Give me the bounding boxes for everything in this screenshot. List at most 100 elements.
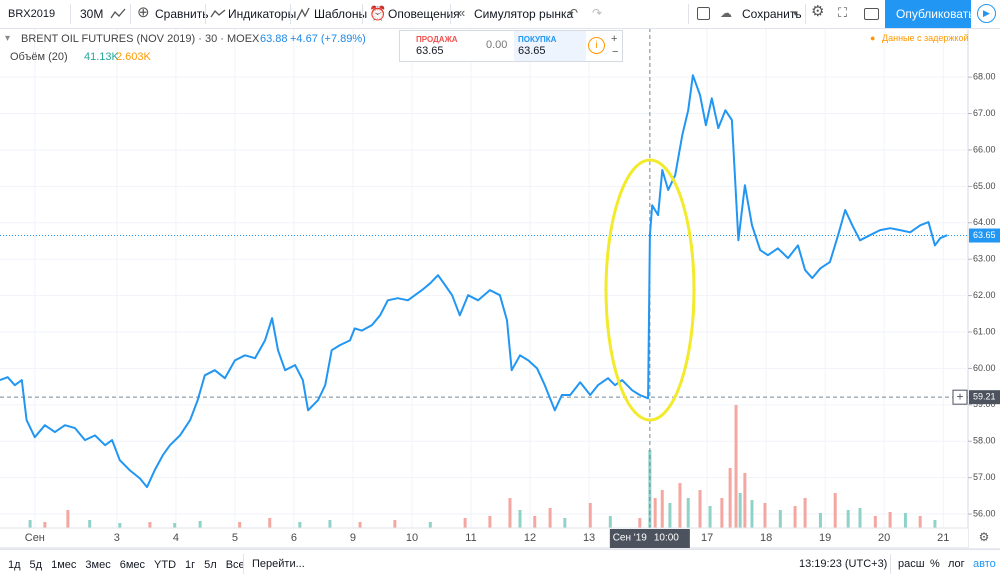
- undo-button[interactable]: ↶: [568, 6, 579, 20]
- auto-toggle[interactable]: авто: [973, 558, 996, 570]
- y-tick-label: 64.00: [973, 217, 996, 227]
- separator: [688, 4, 689, 24]
- x-tick-label: 21: [937, 532, 949, 544]
- qty-plus[interactable]: +: [611, 33, 618, 45]
- range-button[interactable]: 3мес: [85, 559, 111, 571]
- crosshair-price-label: 59.21: [973, 392, 996, 402]
- play-button[interactable]: ▶: [977, 4, 996, 23]
- separator: [450, 4, 451, 24]
- range-button[interactable]: 5л: [204, 559, 217, 571]
- snapshot-button[interactable]: [864, 8, 879, 20]
- indicators-button[interactable]: Индикаторы: [228, 7, 297, 21]
- crosshair-date-label: 16 Сен '19: [599, 533, 647, 544]
- range-button[interactable]: 6мес: [119, 559, 146, 571]
- volume-bar: [793, 506, 797, 528]
- layout-button[interactable]: [697, 7, 710, 20]
- range-button[interactable]: 1д: [8, 559, 21, 571]
- sell-price[interactable]: 63.65: [416, 45, 444, 57]
- volume-bar: [933, 520, 937, 528]
- separator: [130, 4, 131, 24]
- volume-bar: [750, 500, 754, 528]
- x-tick-label: 5: [232, 532, 238, 544]
- publish-bg[interactable]: [885, 0, 971, 28]
- settings-button[interactable]: ⚙: [811, 3, 825, 20]
- range-button[interactable]: Все: [225, 559, 245, 571]
- compare-icon[interactable]: ⊕: [137, 4, 150, 21]
- volume-bar: [428, 522, 432, 528]
- x-tick-label: 12: [524, 532, 536, 544]
- chart-style-icon[interactable]: [110, 8, 126, 20]
- crosshair-price-tag: [969, 390, 1000, 405]
- volume-bar: [873, 516, 877, 528]
- sell-label[interactable]: ПРОДАЖА: [416, 35, 458, 44]
- x-tick-label: 4: [173, 532, 179, 544]
- volume-bar: [463, 518, 467, 528]
- x-tick-label: 11: [465, 532, 476, 544]
- info-icon[interactable]: i: [588, 37, 605, 54]
- save-button[interactable]: Сохранить: [742, 7, 802, 21]
- volume-bar: [738, 493, 742, 528]
- range-button[interactable]: 1г: [185, 559, 196, 571]
- goto-button[interactable]: Перейти...: [252, 558, 305, 570]
- volume-bar: [638, 518, 642, 528]
- buy-price[interactable]: 63.65: [518, 45, 546, 57]
- fullscreen-button[interactable]: ⛶: [838, 5, 848, 20]
- volume-bar: [846, 510, 850, 528]
- x-tick-label: 19: [819, 532, 831, 544]
- x-tick-label: 3: [114, 532, 120, 544]
- alerts-icon[interactable]: ⏰: [369, 5, 387, 21]
- volume-bar: [903, 513, 907, 528]
- alerts-button[interactable]: Оповещения: [388, 7, 460, 21]
- percent-toggle[interactable]: %: [930, 558, 940, 570]
- log-toggle[interactable]: лог: [948, 558, 965, 570]
- volume-bar: [268, 518, 272, 528]
- volume-bar: [118, 523, 122, 528]
- bottom-bar: 1д 5д 1мес 3мес 6мес YTD 1г 5л Все Перейти... 13…: [0, 549, 1000, 580]
- y-tick-label: 56.00: [973, 508, 996, 518]
- y-tick-label: 67.00: [973, 108, 996, 118]
- separator: [890, 554, 891, 574]
- simulator-icon[interactable]: «: [458, 5, 466, 20]
- extended-hours-toggle[interactable]: расш: [898, 558, 925, 570]
- symbol[interactable]: BRX2019: [8, 8, 56, 20]
- cloud-icon[interactable]: ☁: [720, 6, 732, 20]
- volume-bar: [173, 523, 177, 528]
- range-button[interactable]: YTD: [154, 559, 177, 571]
- volume-bar: [393, 520, 397, 528]
- legend-change: +4.67 (+7.89%): [290, 33, 366, 45]
- separator: [805, 4, 806, 24]
- x-tick-label: 20: [878, 532, 890, 544]
- volume-bar: [88, 520, 92, 528]
- range-button[interactable]: 1мес: [51, 559, 77, 571]
- y-tick-label: 65.00: [973, 181, 996, 191]
- save-dropdown[interactable]: ▾: [793, 8, 798, 18]
- volume-bar: [818, 513, 822, 528]
- volume-bar: [548, 508, 552, 528]
- collapse-toggle[interactable]: ▾: [5, 33, 11, 44]
- last-price-label: 63.65: [973, 230, 996, 240]
- volume-bar: [328, 520, 332, 528]
- compare-button[interactable]: Сравнить: [155, 7, 209, 21]
- range-button[interactable]: 5д: [29, 559, 43, 571]
- templates-button[interactable]: Шаблоны: [314, 7, 368, 21]
- volume-ma-value: 2.603K: [116, 51, 151, 63]
- redo-button[interactable]: ↷: [592, 6, 603, 20]
- publish-button[interactable]: Опубликовать: [896, 7, 975, 21]
- volume-bar: [708, 506, 712, 528]
- indicators-icon[interactable]: [210, 8, 226, 20]
- separator: [70, 4, 71, 24]
- add-order-button[interactable]: [952, 389, 968, 405]
- simulator-button[interactable]: Симулятор рынка: [474, 7, 574, 21]
- buy-label[interactable]: ПОКУПКА: [518, 35, 557, 44]
- volume-bar: [488, 516, 492, 528]
- volume-bar: [518, 510, 522, 528]
- qty-minus[interactable]: −: [612, 46, 619, 58]
- volume-bar: [858, 508, 862, 528]
- buy-button[interactable]: [514, 31, 586, 61]
- y-tick-label: 61.00: [973, 326, 996, 336]
- volume-bar: [743, 473, 747, 528]
- templates-icon[interactable]: [296, 7, 310, 21]
- price-axis: [969, 28, 1000, 548]
- interval[interactable]: 30М: [80, 7, 104, 21]
